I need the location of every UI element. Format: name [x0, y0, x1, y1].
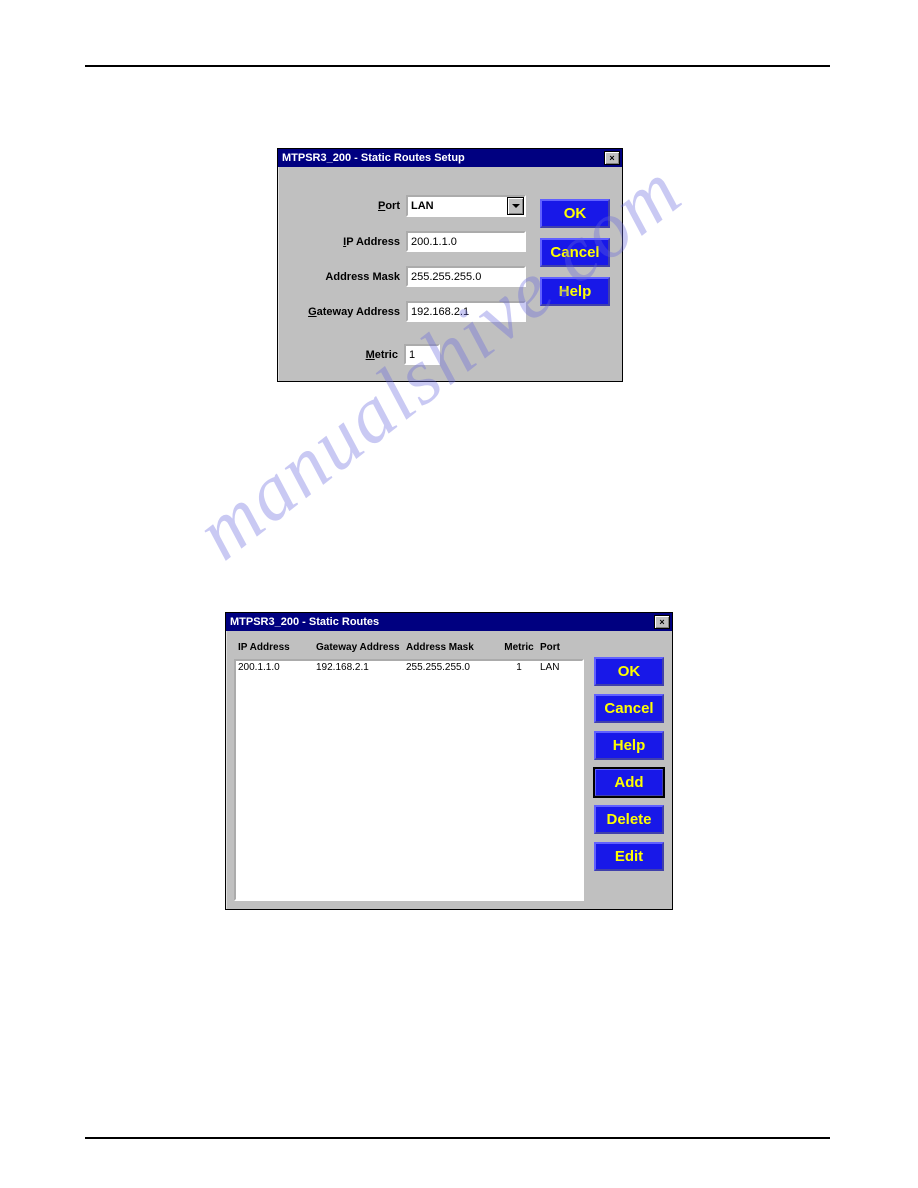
help-button[interactable]: Help: [594, 731, 664, 760]
label-gateway: Gateway Address: [308, 306, 400, 318]
routes-list-panel: IP Address Gateway Address Address Mask …: [234, 639, 584, 901]
ip-address-input[interactable]: [406, 231, 526, 252]
row-metric: Metric: [290, 344, 526, 365]
help-button[interactable]: Help: [540, 277, 610, 306]
row-mask: Address Mask: [290, 266, 526, 287]
cancel-button[interactable]: Cancel: [540, 238, 610, 267]
routes-buttons: OK Cancel Help Add Delete Edit: [594, 639, 664, 901]
cell-mask: 255.255.255.0: [406, 662, 498, 673]
col-ip: IP Address: [238, 642, 316, 653]
routes-title: MTPSR3_200 - Static Routes: [230, 616, 379, 628]
routes-columns: IP Address Gateway Address Address Mask …: [234, 639, 584, 659]
cancel-button[interactable]: Cancel: [594, 694, 664, 723]
label-ip: IP Address: [343, 236, 400, 248]
routes-titlebar: MTPSR3_200 - Static Routes ×: [226, 613, 672, 631]
delete-button[interactable]: Delete: [594, 805, 664, 834]
close-icon[interactable]: ×: [654, 615, 670, 629]
cell-ip: 200.1.1.0: [238, 662, 316, 673]
col-gateway: Gateway Address: [316, 642, 406, 653]
page-rule-bottom: [85, 1137, 830, 1139]
edit-button[interactable]: Edit: [594, 842, 664, 871]
add-button[interactable]: Add: [594, 768, 664, 797]
address-mask-input[interactable]: [406, 266, 526, 287]
ok-button[interactable]: OK: [594, 657, 664, 686]
table-row[interactable]: 200.1.1.0 192.168.2.1 255.255.255.0 1 LA…: [236, 661, 582, 674]
setup-title: MTPSR3_200 - Static Routes Setup: [282, 152, 465, 164]
gateway-address-input[interactable]: [406, 301, 526, 322]
metric-input[interactable]: [404, 344, 440, 365]
label-port: Port: [378, 200, 400, 212]
label-mask: Address Mask: [325, 271, 400, 283]
cell-metric: 1: [498, 662, 540, 673]
routes-listbox[interactable]: 200.1.1.0 192.168.2.1 255.255.255.0 1 LA…: [234, 659, 584, 901]
col-metric: Metric: [498, 642, 540, 653]
ok-button[interactable]: OK: [540, 199, 610, 228]
row-gateway: Gateway Address: [290, 301, 526, 322]
routes-body: IP Address Gateway Address Address Mask …: [226, 631, 672, 909]
setup-titlebar: MTPSR3_200 - Static Routes Setup ×: [278, 149, 622, 167]
port-select-wrap[interactable]: [406, 195, 526, 217]
setup-body: Port IP Address Address Mask Gateway Add…: [278, 167, 622, 381]
cell-gateway: 192.168.2.1: [316, 662, 406, 673]
setup-form: Port IP Address Address Mask Gateway Add…: [290, 195, 526, 365]
setup-buttons: OK Cancel Help: [540, 195, 610, 365]
close-icon[interactable]: ×: [604, 151, 620, 165]
static-routes-dialog: MTPSR3_200 - Static Routes × IP Address …: [225, 612, 673, 910]
col-mask: Address Mask: [406, 642, 498, 653]
page-rule-top: [85, 65, 830, 67]
row-ip: IP Address: [290, 231, 526, 252]
label-metric: Metric: [366, 349, 398, 361]
col-port: Port: [540, 642, 580, 653]
cell-port: LAN: [540, 662, 580, 673]
row-port: Port: [290, 195, 526, 217]
static-routes-setup-dialog: MTPSR3_200 - Static Routes Setup × Port …: [277, 148, 623, 382]
chevron-down-icon[interactable]: [507, 197, 524, 215]
